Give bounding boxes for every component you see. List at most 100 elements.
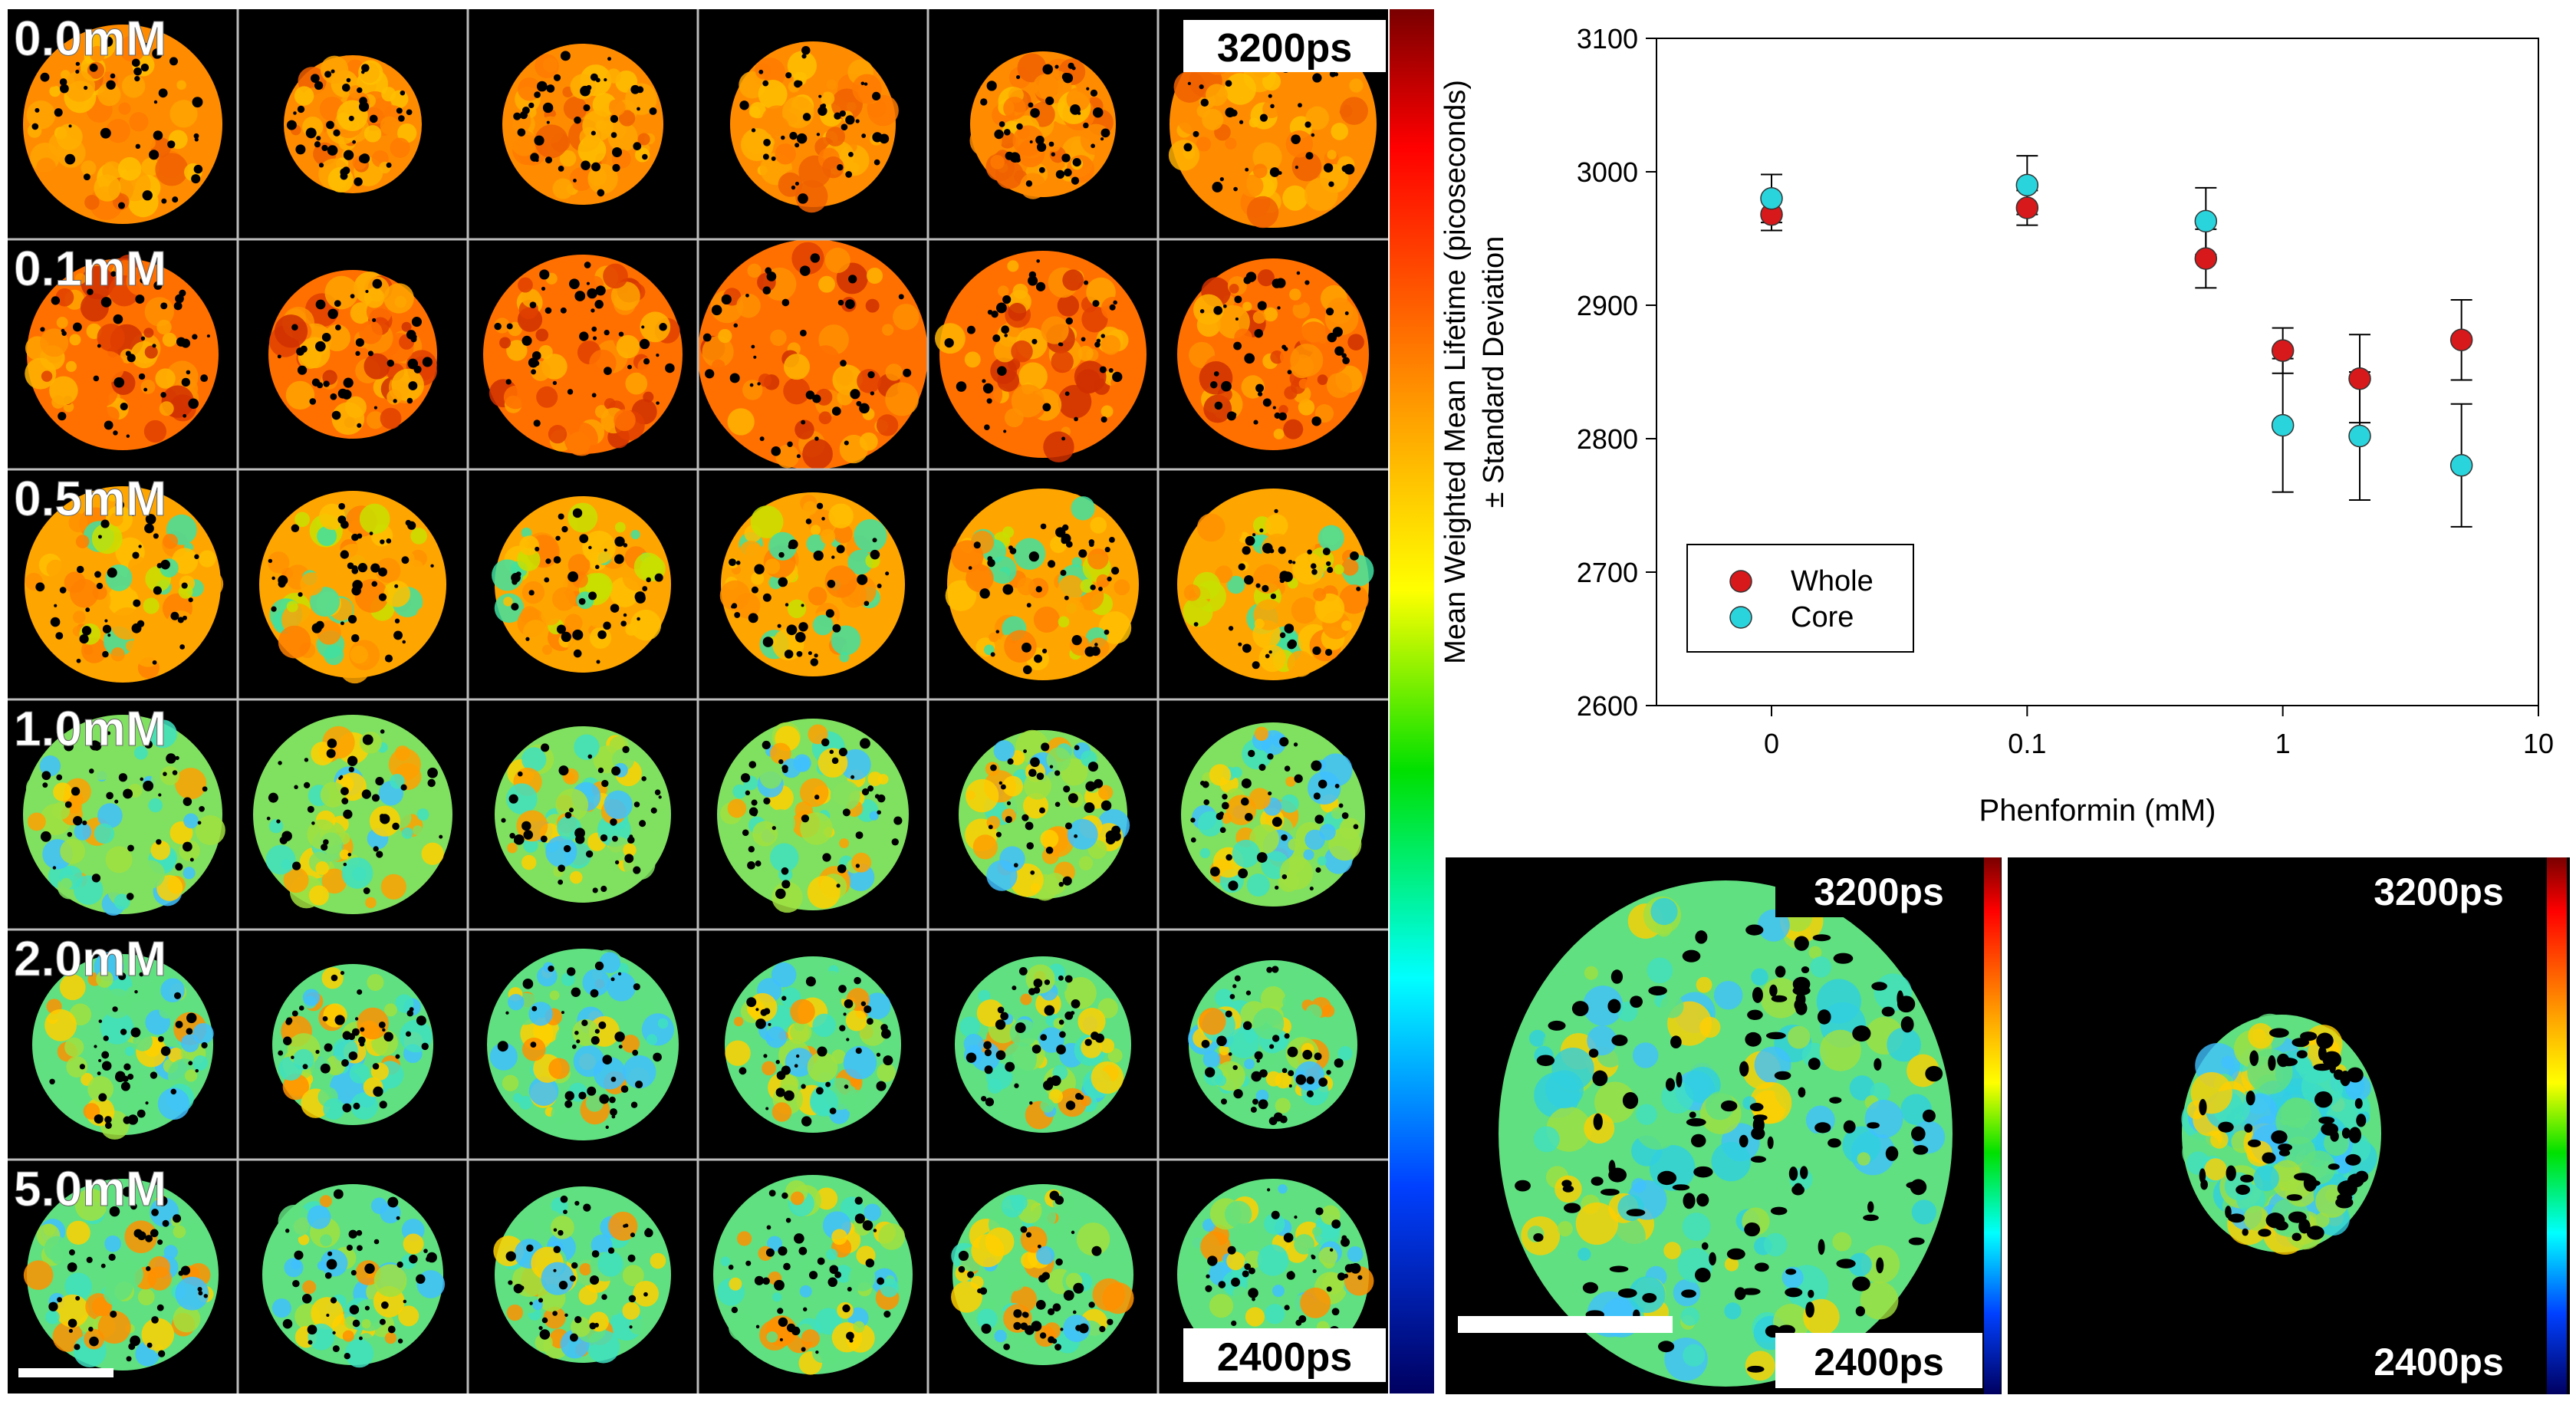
row-concentration-label: 2.0mM <box>14 931 166 986</box>
spheroid-image <box>284 55 422 193</box>
zoom-left-min-box <box>1775 1333 1982 1388</box>
row-concentration-label: 0.0mM <box>14 11 166 66</box>
zoom-images-svg: 3200ps 2400ps 3200ps 2400ps <box>1446 857 2570 1394</box>
y-tick-label: 2700 <box>1577 557 1638 588</box>
zoom-right-min-label: 2400ps <box>2374 1341 2504 1384</box>
y-axis-ticks: 2600 2700 2800 2900 3000 3100 <box>1577 23 1656 722</box>
spheroid-image <box>969 51 1116 199</box>
legend-core-label: Core <box>1791 601 1854 633</box>
spheroid-image <box>487 949 679 1140</box>
spheroid-image <box>32 952 214 1140</box>
data-point-core <box>2348 424 2371 448</box>
grid-colorbar-max-label: 3200ps <box>1217 26 1352 71</box>
spheroid-image <box>698 239 928 469</box>
zoom-images-panel: 3200ps 2400ps 3200ps 2400ps <box>1446 857 2570 1394</box>
spheroid-image <box>955 956 1131 1133</box>
data-point-whole <box>2194 247 2218 270</box>
flim-grid-svg: 0.0mM 0.1mM 0.5mM 1.0mM 2.0mM 5.0mM 3200ps 24… <box>8 9 1388 1393</box>
spheroid-image <box>483 255 683 456</box>
spheroid-image <box>25 254 219 450</box>
y-tick-label: 2600 <box>1577 690 1638 722</box>
grid-row-labels: 0.0mM 0.1mM 0.5mM 1.0mM 2.0mM 5.0mM <box>14 11 167 1217</box>
y-tick-label: 3000 <box>1577 156 1638 188</box>
spheroid-image <box>253 715 452 914</box>
spheroid-image <box>1177 1179 1374 1370</box>
spheroid-image <box>262 1184 446 1368</box>
spheroid-image <box>25 486 224 683</box>
data-points <box>1760 173 2473 477</box>
flim-image-grid: 0.0mM 0.1mM 0.5mM 1.0mM 2.0mM 5.0mM 3200ps 24… <box>8 9 1388 1393</box>
grid-cells <box>23 21 1377 1375</box>
spheroid-image <box>23 1179 219 1370</box>
x-tick-label: 10 <box>2523 728 2554 759</box>
x-tick-label: 0 <box>1764 728 1779 759</box>
spheroid-image <box>1177 489 1374 680</box>
zoom-left-max-box <box>1775 865 1982 917</box>
spheroid-image <box>1188 960 1357 1129</box>
zoom-right-max-label: 3200ps <box>2374 870 2504 913</box>
row-concentration-label: 0.5mM <box>14 471 166 526</box>
spheroid-image <box>725 956 901 1133</box>
legend-whole-label: Whole <box>1791 565 1874 597</box>
lifetime-colorbar <box>1390 9 1434 1393</box>
spheroid-image <box>934 251 1147 462</box>
x-tick-label: 1 <box>2275 728 2291 759</box>
row-concentration-label: 5.0mM <box>14 1161 166 1216</box>
lifetime-chart-svg: 2600 2700 2800 2900 3000 3100 0 0.1 1 10 Phenfor… <box>1439 23 2554 828</box>
data-point-core <box>2015 173 2039 197</box>
spheroid-image <box>23 715 225 916</box>
zoom-left-colorbar <box>1984 857 2001 1394</box>
zoom-right-spheroid <box>2181 1013 2381 1255</box>
legend-whole-marker <box>1729 570 1752 593</box>
spheroid-image <box>945 489 1139 680</box>
grid-max-label-box <box>1183 20 1386 72</box>
data-point-whole <box>2015 196 2039 219</box>
grid-min-label-box <box>1183 1328 1386 1382</box>
y-tick-label: 2800 <box>1577 423 1638 455</box>
grid-colorbar-min-label: 2400ps <box>1217 1335 1352 1380</box>
x-axis-label: Phenformin (mM) <box>1979 794 2216 828</box>
legend-core-marker <box>1729 606 1752 629</box>
spheroid-image <box>951 1184 1134 1365</box>
y-axis-label-line2: ± Standard Deviation <box>1478 236 1510 508</box>
spheroid-image <box>1181 722 1365 907</box>
zoom-right-colorbar <box>2547 857 2567 1394</box>
zoom-left-min-label: 2400ps <box>1814 1341 1944 1384</box>
data-point-whole <box>2348 367 2371 390</box>
data-point-core <box>2194 209 2218 233</box>
x-tick-label: 0.1 <box>2008 728 2046 759</box>
zoom-scale-bar <box>1458 1316 1673 1333</box>
y-tick-label: 2900 <box>1577 290 1638 321</box>
row-concentration-label: 1.0mM <box>14 701 166 756</box>
data-point-core <box>2271 413 2295 437</box>
spheroid-image <box>717 719 909 913</box>
spheroid-image <box>259 491 446 684</box>
spheroid-image <box>495 726 671 903</box>
spheroid-image <box>502 44 663 205</box>
data-point-core <box>1760 187 1783 210</box>
spheroid-image <box>272 964 433 1125</box>
scale-bar <box>18 1368 114 1377</box>
spheroid-image <box>493 1186 671 1364</box>
data-point-core <box>2449 454 2473 477</box>
grid-lines <box>8 9 1388 1393</box>
legend-box <box>1686 544 1914 653</box>
spheroid-image <box>23 25 222 224</box>
y-tick-label: 3100 <box>1577 23 1638 54</box>
spheroid-image <box>730 41 899 213</box>
zoom-left-spheroid <box>1499 880 1953 1387</box>
spheroid-image <box>1177 258 1369 450</box>
spheroid-image <box>492 496 671 673</box>
row-concentration-label: 0.1mM <box>14 241 166 296</box>
lifetime-colorbar-gradient <box>1390 9 1434 1393</box>
spheroid-image <box>268 270 437 439</box>
spheroid-image <box>719 492 905 676</box>
spheroid-image <box>713 1175 913 1375</box>
data-point-whole <box>2449 328 2473 351</box>
data-point-whole <box>2271 339 2295 362</box>
zoom-left-max-label: 3200ps <box>1814 870 1944 913</box>
x-axis-ticks: 0 0.1 1 10 <box>1764 706 2554 759</box>
legend: Whole Core <box>1686 544 1914 653</box>
y-axis-label-line1: Mean Weighted Mean Lifetime (picoseconds… <box>1442 80 1472 664</box>
spheroid-image <box>959 729 1130 901</box>
